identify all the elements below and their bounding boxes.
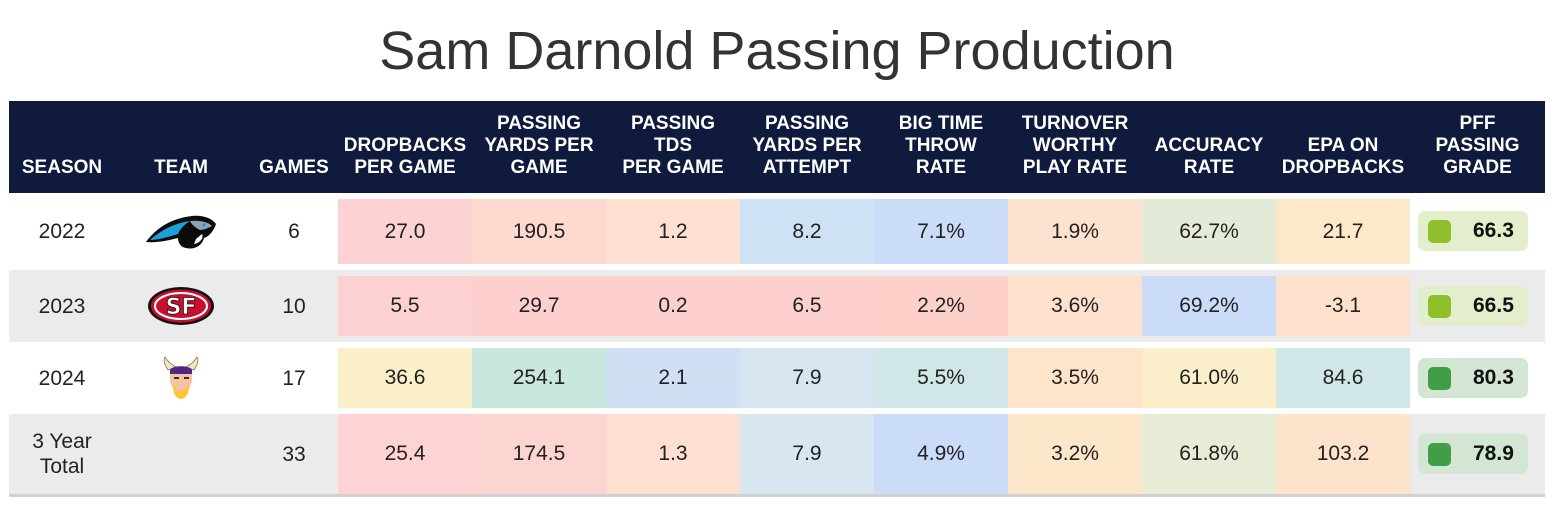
accuracy-cell: 61.0% xyxy=(1142,348,1276,408)
twp-cell: 1.9% xyxy=(1008,199,1142,264)
dropbacks-cell: 27.0 xyxy=(338,199,472,264)
dropbacks-cell: 36.6 xyxy=(338,348,472,408)
accuracy-cell: 61.8% xyxy=(1142,414,1276,494)
ypa-cell: 8.2 xyxy=(740,199,874,264)
ypa-cell: 6.5 xyxy=(740,276,874,336)
yards-per-game-cell: 190.5 xyxy=(472,199,606,264)
header-epa[interactable]: EPA ON DROPBACKS xyxy=(1281,135,1405,178)
games-cell: 10 xyxy=(282,294,306,318)
dropbacks-cell: 5.5 xyxy=(338,276,472,336)
header-ypa[interactable]: PASSING YARDS PER ATTEMPT xyxy=(752,113,862,178)
btt-cell: 2.2% xyxy=(874,276,1008,336)
twp-cell: 3.5% xyxy=(1008,348,1142,408)
header-games[interactable]: GAMES xyxy=(259,157,329,178)
accuracy-cell: 69.2% xyxy=(1142,276,1276,336)
svg-text:SF: SF xyxy=(166,295,197,320)
ypa-cell: 7.9 xyxy=(740,414,874,494)
tds-cell: 2.1 xyxy=(606,348,740,408)
accuracy-cell: 62.7% xyxy=(1142,199,1276,264)
header-dropbacks[interactable]: DROPBACKS PER GAME xyxy=(343,135,467,178)
header-team[interactable]: TEAM xyxy=(154,157,208,178)
header-twp[interactable]: TURNOVER WORTHY PLAY RATE xyxy=(1021,113,1129,178)
twp-cell: 3.6% xyxy=(1008,276,1142,336)
grade-badge: 78.9 xyxy=(1418,434,1528,474)
btt-cell: 7.1% xyxy=(874,199,1008,264)
table-row: 2023 SF 10 5.5 29.7 0.2 6.5 2.2% 3.6% 69… xyxy=(9,270,1545,342)
yards-per-game-cell: 29.7 xyxy=(472,276,606,336)
btt-cell: 4.9% xyxy=(874,414,1008,494)
header-yards-per-game[interactable]: PASSING YARDS PER GAME xyxy=(484,113,594,178)
page-title: Sam Darnold Passing Production xyxy=(379,21,1175,81)
epa-cell: -3.1 xyxy=(1276,276,1410,336)
tds-cell: 1.2 xyxy=(606,199,740,264)
carolina-panthers-logo xyxy=(115,193,247,270)
games-cell: 33 xyxy=(282,442,306,466)
table-bottom-border xyxy=(9,494,1545,497)
grade-badge: 80.3 xyxy=(1418,358,1528,398)
twp-cell: 3.2% xyxy=(1008,414,1142,494)
season-cell: 2022 xyxy=(38,220,86,243)
san-francisco-49ers-logo: SF xyxy=(115,270,247,342)
grade-square-icon xyxy=(1428,294,1451,318)
grade-square-icon xyxy=(1428,442,1451,466)
season-cell: 2023 xyxy=(38,294,86,318)
header-accuracy[interactable]: ACCURACY RATE xyxy=(1154,135,1264,178)
grade-value: 80.3 xyxy=(1473,366,1514,389)
table-header: SEASON TEAM GAMES DROPBACKS PER GAME PAS… xyxy=(9,101,1545,193)
games-cell: 6 xyxy=(288,220,300,243)
ypa-cell: 7.9 xyxy=(740,348,874,408)
yards-per-game-cell: 174.5 xyxy=(472,414,606,494)
epa-cell: 21.7 xyxy=(1276,199,1410,264)
tds-cell: 0.2 xyxy=(606,276,740,336)
minnesota-vikings-logo xyxy=(115,342,247,414)
grade-square-icon xyxy=(1428,219,1451,243)
dropbacks-cell: 25.4 xyxy=(338,414,472,494)
yards-per-game-cell: 254.1 xyxy=(472,348,606,408)
table-row: 3 Year Total 33 25.4 174.5 1.3 7.9 4.9% … xyxy=(9,414,1545,494)
season-cell: 2024 xyxy=(38,366,86,390)
header-tds[interactable]: PASSING TDS PER GAME xyxy=(622,113,724,178)
header-btt[interactable]: BIG TIME THROW RATE xyxy=(898,113,984,178)
grade-value: 66.3 xyxy=(1473,219,1514,242)
epa-cell: 103.2 xyxy=(1276,414,1410,494)
grade-badge: 66.5 xyxy=(1418,286,1528,326)
header-season[interactable]: SEASON xyxy=(21,157,103,178)
btt-cell: 5.5% xyxy=(874,348,1008,408)
grade-badge: 66.3 xyxy=(1418,211,1528,251)
games-cell: 17 xyxy=(282,366,306,390)
table-row: 2022 6 27.0 190.5 1.2 8.2 7.1% 1.9% 62.7… xyxy=(9,193,1545,270)
grade-value: 78.9 xyxy=(1473,442,1514,465)
season-cell: 3 Year Total xyxy=(32,430,92,478)
grade-square-icon xyxy=(1428,366,1451,390)
grade-value: 66.5 xyxy=(1473,294,1514,317)
tds-cell: 1.3 xyxy=(606,414,740,494)
table-row: 2024 17 36.6 254.1 2.1 7.9 5.5% 3.5% 61.… xyxy=(9,342,1545,414)
epa-cell: 84.6 xyxy=(1276,348,1410,408)
header-grade[interactable]: PFF PASSING GRADE xyxy=(1435,113,1520,178)
